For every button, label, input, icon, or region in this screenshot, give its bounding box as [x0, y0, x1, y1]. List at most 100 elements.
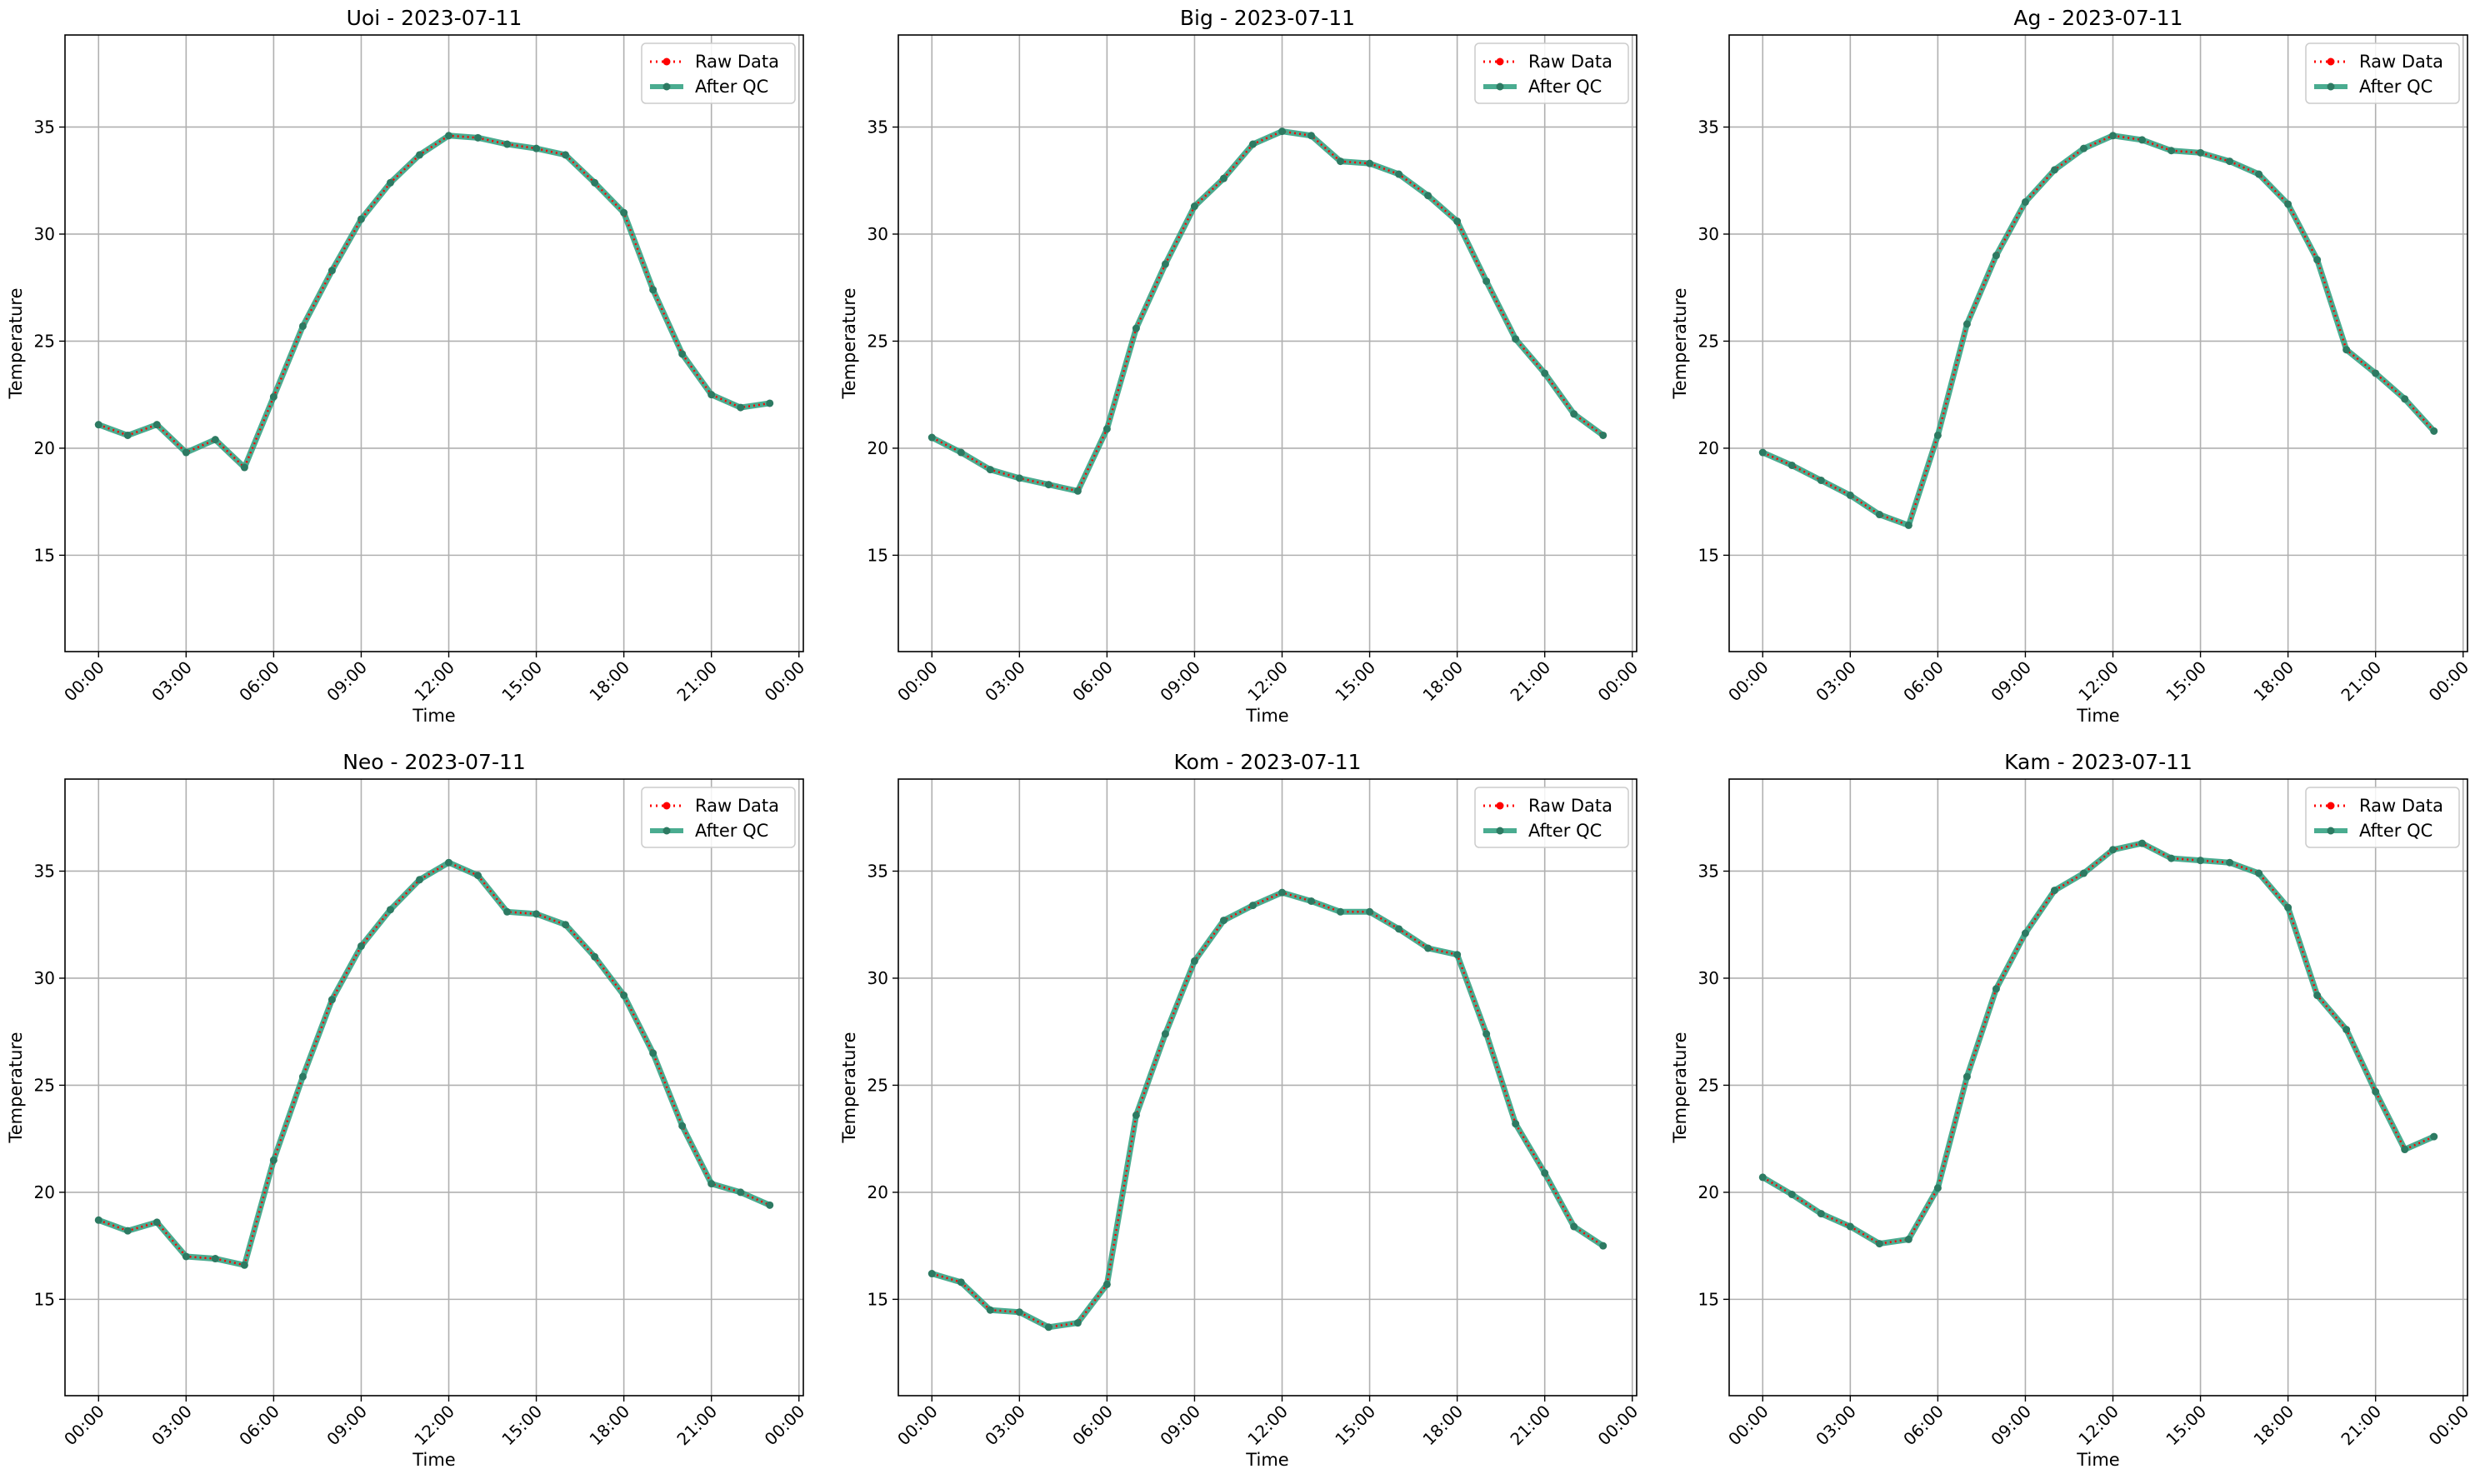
data-point — [2401, 395, 2409, 403]
y-tick-label: 20 — [1698, 1182, 1719, 1202]
data-point — [2342, 1026, 2351, 1034]
x-tick-label: 00:00 — [1594, 1402, 1642, 1450]
legend-marker-after-qc — [2327, 827, 2335, 835]
data-point — [649, 286, 658, 294]
subplot-5: 00:00 03:00 06:00 09:00 12:00 15:00 18:00 21:00… — [1670, 750, 2472, 1470]
x-tick-label: 09:00 — [322, 1402, 371, 1450]
data-point — [737, 403, 745, 412]
x-tick-label: 03:00 — [981, 1402, 1029, 1450]
data-point — [1962, 1072, 1971, 1081]
data-point — [2313, 256, 2322, 264]
data-point — [386, 178, 394, 187]
data-point — [2313, 992, 2322, 1000]
x-tick-label: 09:00 — [1156, 657, 1204, 706]
data-point — [269, 1156, 278, 1164]
data-point — [1248, 140, 1257, 148]
data-point — [986, 1306, 994, 1314]
data-point — [1817, 476, 1825, 484]
y-tick-label: 15 — [1698, 1289, 1719, 1309]
data-point — [708, 391, 716, 399]
data-point — [211, 436, 219, 444]
data-point — [532, 144, 541, 152]
data-point — [532, 910, 541, 918]
legend: Raw Data After QC — [2305, 787, 2460, 848]
x-tick-label: 18:00 — [2249, 657, 2298, 706]
y-axis-label: Temperature — [1670, 1032, 1690, 1143]
data-point — [678, 1122, 687, 1130]
x-tick-label: 06:00 — [1899, 1402, 1948, 1450]
x-tick-label: 15:00 — [2162, 657, 2210, 706]
subplot-title: Kom - 2023-07-11 — [1174, 750, 1362, 774]
data-point — [2109, 846, 2118, 854]
data-point — [1933, 1184, 1942, 1192]
axes-frame — [898, 778, 1638, 1397]
data-point — [240, 463, 248, 472]
legend-marker-raw-data — [662, 57, 671, 66]
x-tick-label: 00:00 — [1594, 657, 1642, 706]
x-tick-label: 21:00 — [2337, 1402, 2385, 1450]
x-tick-label: 12:00 — [1243, 657, 1292, 706]
legend-label-raw-data: Raw Data — [695, 796, 779, 816]
data-point — [503, 140, 512, 148]
axes-frame — [64, 778, 804, 1397]
y-tick-label: 25 — [868, 1075, 888, 1095]
x-tick-label: 00:00 — [2425, 1402, 2473, 1450]
data-point — [1366, 159, 1374, 167]
series-line-raw-data — [98, 134, 770, 470]
axes-frame — [1728, 778, 2468, 1397]
legend-label-raw-data: Raw Data — [2359, 796, 2443, 816]
y-axis-label: Temperature — [6, 1032, 26, 1143]
y-tick-label: 15 — [868, 1289, 888, 1309]
data-point — [1962, 320, 1971, 328]
legend-marker-after-qc — [662, 82, 671, 91]
data-point — [1308, 897, 1316, 905]
data-point — [1992, 985, 2000, 993]
data-point — [240, 1261, 248, 1269]
data-point — [2079, 144, 2088, 152]
y-tick-label: 30 — [1698, 224, 1719, 244]
x-tick-label: 12:00 — [1243, 1402, 1292, 1450]
data-point — [1395, 170, 1403, 178]
series-line-after-qc — [98, 859, 772, 1268]
data-point — [1512, 335, 1520, 343]
y-tick-label: 20 — [868, 438, 888, 458]
series-line-after-qc — [931, 889, 1605, 1331]
data-point — [1278, 888, 1287, 897]
x-tick-label: 00:00 — [2425, 657, 2473, 706]
data-point — [2430, 1132, 2438, 1141]
data-point — [123, 1227, 132, 1235]
data-point — [503, 907, 512, 916]
x-tick-label: 21:00 — [672, 1402, 721, 1450]
x-tick-label: 03:00 — [1812, 657, 1860, 706]
data-point — [1366, 907, 1374, 916]
data-point — [591, 952, 599, 961]
x-tick-label: 06:00 — [1068, 1402, 1117, 1450]
legend-label-raw-data: Raw Data — [1528, 796, 1612, 816]
x-tick-label: 03:00 — [981, 657, 1029, 706]
data-point — [1190, 957, 1198, 965]
data-point — [1190, 202, 1198, 211]
data-point — [1453, 217, 1462, 226]
y-axis-label: Temperature — [1670, 287, 1690, 399]
legend-marker-after-qc — [1496, 82, 1504, 91]
legend-marker-raw-data — [2327, 802, 2335, 810]
legend-marker-raw-data — [662, 802, 671, 810]
data-point — [94, 421, 102, 429]
data-point — [328, 267, 336, 275]
data-point — [1541, 1169, 1549, 1177]
data-point — [2168, 147, 2176, 155]
data-point — [1599, 1242, 1608, 1250]
y-tick-label: 30 — [868, 224, 888, 244]
x-tick-label: 00:00 — [60, 657, 108, 706]
data-point — [1570, 1222, 1578, 1231]
data-point — [1102, 425, 1111, 433]
data-point — [357, 942, 365, 950]
data-point — [2079, 869, 2088, 877]
data-point — [766, 399, 774, 407]
data-point — [211, 1255, 219, 1263]
axes-frame — [64, 34, 804, 652]
data-point — [591, 178, 599, 187]
x-tick-label: 00:00 — [1724, 657, 1772, 706]
data-point — [1846, 491, 1854, 499]
